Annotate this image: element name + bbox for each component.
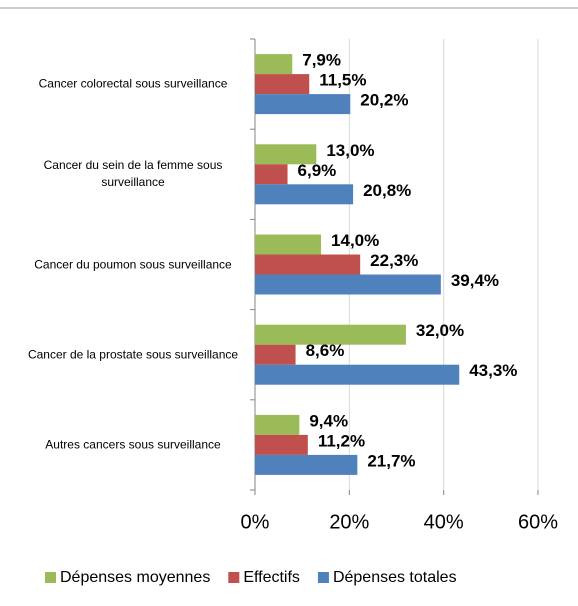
- bar: [255, 234, 322, 255]
- data-label: 39,4%: [451, 271, 499, 290]
- x-tick-label: 0%: [241, 511, 270, 533]
- legend-label: Dépenses totales: [333, 569, 457, 586]
- y-tick-label: Cancer du poumon sous surveillance: [34, 257, 232, 271]
- bar: [255, 94, 351, 115]
- data-label: 43,3%: [469, 361, 517, 380]
- y-tick-label: Autres cancers sous surveillance: [45, 437, 221, 452]
- bar: [255, 144, 317, 165]
- bar: [255, 74, 310, 95]
- data-label: 13,0%: [326, 141, 374, 160]
- y-tick-label: Cancer colorectal sous surveillance: [38, 76, 228, 91]
- data-label: 11,2%: [318, 431, 365, 450]
- data-label: 20,2%: [360, 91, 408, 110]
- y-tick-label: Cancer de la prostate sous surveillance: [27, 347, 239, 362]
- bar: [255, 414, 300, 435]
- data-label: 20,8%: [363, 181, 411, 200]
- legend-swatch: [45, 572, 56, 583]
- x-tick-label: 40%: [424, 511, 464, 533]
- x-tick-label: 60%: [518, 511, 558, 533]
- bar: [255, 254, 361, 275]
- data-label: 22,3%: [370, 251, 418, 270]
- x-tick-label: 20%: [329, 511, 369, 533]
- bar: [255, 164, 288, 185]
- bar: [255, 454, 358, 475]
- legend-swatch: [317, 572, 329, 583]
- data-label: 11,5%: [319, 71, 366, 90]
- bar: [255, 184, 354, 205]
- bar: [255, 364, 460, 385]
- y-tick-label: Cancer du sein de la femme sous surveill…: [43, 158, 223, 190]
- legend-label: Effectifs: [243, 569, 300, 586]
- data-label: 6,9%: [298, 161, 337, 180]
- data-label: 32,0%: [416, 321, 464, 340]
- bar: [255, 54, 293, 75]
- data-label: 9,4%: [309, 411, 348, 430]
- data-label: 21,7%: [367, 451, 415, 470]
- bar: [255, 344, 296, 365]
- legend-swatch: [228, 572, 240, 583]
- legend-label: Dépenses moyennes: [60, 569, 210, 586]
- data-label: 7,9%: [302, 51, 341, 70]
- bar: [255, 434, 308, 455]
- bar: [255, 324, 406, 345]
- bar: [255, 274, 441, 295]
- data-label: 8,6%: [306, 341, 345, 360]
- data-label: 14,0%: [331, 231, 379, 250]
